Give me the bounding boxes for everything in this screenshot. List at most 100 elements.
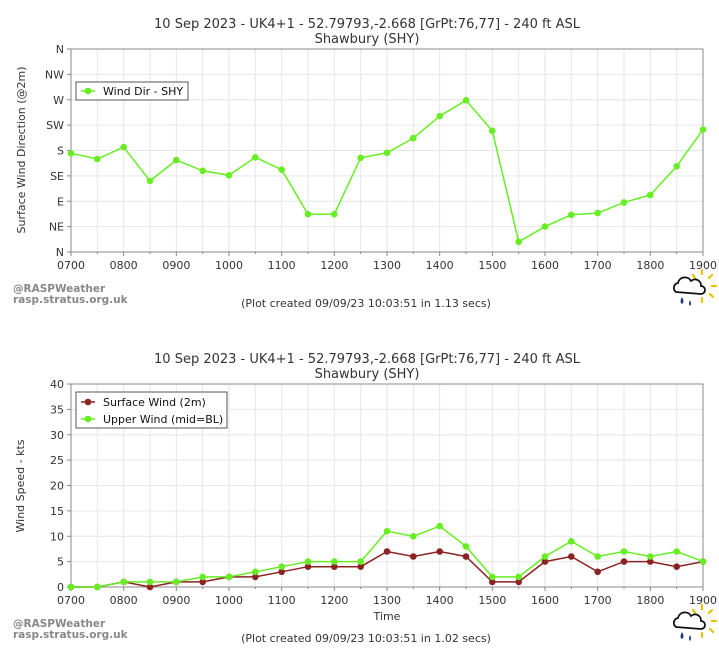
rain-drop-2 [689,300,691,306]
chart2-x-tick-label: 1000 [215,594,243,607]
sun-rays-1 [691,268,718,304]
cloud-shape-1 [673,276,706,295]
chart2-series-point-1 [94,583,101,591]
chart1-y-ticks: N NE E SE S SW W NW N [45,43,71,259]
chart2-y-tick-label: 35 [50,403,64,416]
chart1-series-point-0 [699,126,707,133]
direction-chart: 10 Sep 2023 - UK4+1 - 52.79793,-2.668 [G… [13,17,718,310]
chart2-series-point-0 [462,553,470,560]
chart2-y-tick-label: 25 [50,454,64,467]
chart1-x-tick-label: 1000 [215,259,243,272]
chart1-series-point-0 [357,154,365,162]
chart2-series-point-0 [357,563,365,570]
chart2-legend-box [75,391,228,429]
chart2-title-line2: Shawbury (SHY) [315,367,420,382]
chart2-series-point-0 [515,578,522,586]
chart2-series-point-0 [489,578,496,586]
chart2-x-ticks: 0700 0800 0900 1000 1100 1200 1300 1400 1500 1600… [57,587,717,607]
chart2-series-point-1 [252,568,259,576]
chart1-series-point-0 [673,163,680,170]
chart1-series-point-0 [94,155,101,163]
chart2-series-point-1 [67,583,75,591]
chart1-series-point-0 [410,134,417,142]
chart1-x-tick-label: 1100 [268,259,296,272]
chart2-series-point-0 [541,558,549,565]
chart2-x-tick-label: 1800 [636,594,664,607]
chart1-series-point-0 [120,143,127,151]
chart2-x-tick-label: 1600 [531,594,559,607]
chart2-x-tick-label: 1400 [426,594,454,607]
chart1-x-tick-label: 1200 [320,259,348,272]
chart2-series-point-1 [541,553,549,560]
chart2-series-point-0 [304,563,312,570]
chart2-x-tick-label: 1500 [478,594,506,607]
chart1-y-tick-label: W [53,94,64,107]
chart1-x-tick-label: 1700 [584,259,612,272]
chart1-series-point-0 [252,154,259,161]
chart1-series-point-0 [647,191,654,199]
chart2-series-point-1 [199,573,206,581]
chart1-series-point-0 [620,199,628,206]
chart2-series-point-1 [410,533,417,540]
speed-chart: 10 Sep 2023 - UK4+1 - 52.79793,-2.668 [G… [13,352,718,645]
chart1-y-tick-label: NE [49,221,64,234]
chart2-y-tick-label: 40 [50,378,64,391]
chart1-y-tick-label: E [57,195,64,208]
chart2-x-axis-label: Time [373,610,401,623]
chart2-series [67,522,707,591]
chart2-series-point-1 [304,558,312,565]
cloud-shape-2 [673,611,706,630]
chart1-credit-line2: rasp.stratus.org.uk [13,294,129,306]
chart1-series-point-0 [199,167,206,175]
chart2-y-axis-label: Wind Speed - kts [14,439,27,532]
chart2-series-point-1 [673,548,680,555]
chart2-y-tick-label: 30 [50,429,64,442]
chart2-series-point-1 [331,558,338,565]
chart2-series-point-0 [568,553,575,560]
chart1-series-point-0 [594,209,601,217]
chart2-series-point-1 [173,578,180,586]
chart2-series-point-1 [357,558,365,565]
chart1-series-point-0 [515,238,522,246]
chart2-x-tick-label: 1700 [584,594,612,607]
chart1-series-point-0 [462,97,470,104]
chart2-y-tick-label: 0 [57,581,64,594]
chart2-series-point-1 [647,553,654,560]
chart2-y-tick-label: 5 [57,556,64,569]
chart1-title-line2: Shawbury (SHY) [315,32,420,47]
chart2-series-point-1 [383,527,391,535]
chart2-series-point-0 [331,563,338,570]
chart2-series-point-1 [568,538,575,545]
chart2-x-tick-label: 0900 [162,594,190,607]
chart1-x-tick-label: 1600 [531,259,559,272]
chart1-series-point-0 [331,210,338,218]
chart1-legend-marker [84,87,92,95]
chart2-series-point-1 [436,522,444,530]
chart2-series-point-0 [647,558,654,565]
chart1-x-tick-label: 1900 [689,259,717,272]
chart1-x-tick-label: 1800 [636,259,664,272]
chart1-x-tick-label: 1400 [426,259,454,272]
chart2-legend: Surface Wind (2m) Upper Wind (mid=BL) [75,391,228,429]
chart1-legend-box [75,81,189,101]
chart2-series-point-1 [120,578,127,586]
chart2-series-point-0 [146,583,154,591]
chart2-legend-marker-upper [84,415,92,423]
chart1-y-tick-label: N [56,246,64,259]
chart2-series-point-0 [594,568,601,576]
rain-drop-1 [680,297,684,304]
chart2-x-tick-label: 1900 [689,594,717,607]
chart1-x-tick-label: 1300 [373,259,401,272]
chart2-title-line1: 10 Sep 2023 - UK4+1 - 52.79793,-2.668 [G… [154,352,581,367]
chart2-series-point-1 [489,573,496,581]
chart2-y-tick-label: 20 [50,480,64,493]
chart1-series [67,97,707,246]
chart2-x-tick-label: 0800 [110,594,138,607]
chart1-x-tick-label: 0900 [162,259,190,272]
chart2-y-tick-label: 10 [50,530,64,543]
chart1-x-ticks: 0700 0800 0900 1000 1100 1200 1300 1400 1500 1600… [57,252,717,272]
chart1-series-point-0 [173,156,180,164]
chart2-series-point-1 [699,558,707,565]
